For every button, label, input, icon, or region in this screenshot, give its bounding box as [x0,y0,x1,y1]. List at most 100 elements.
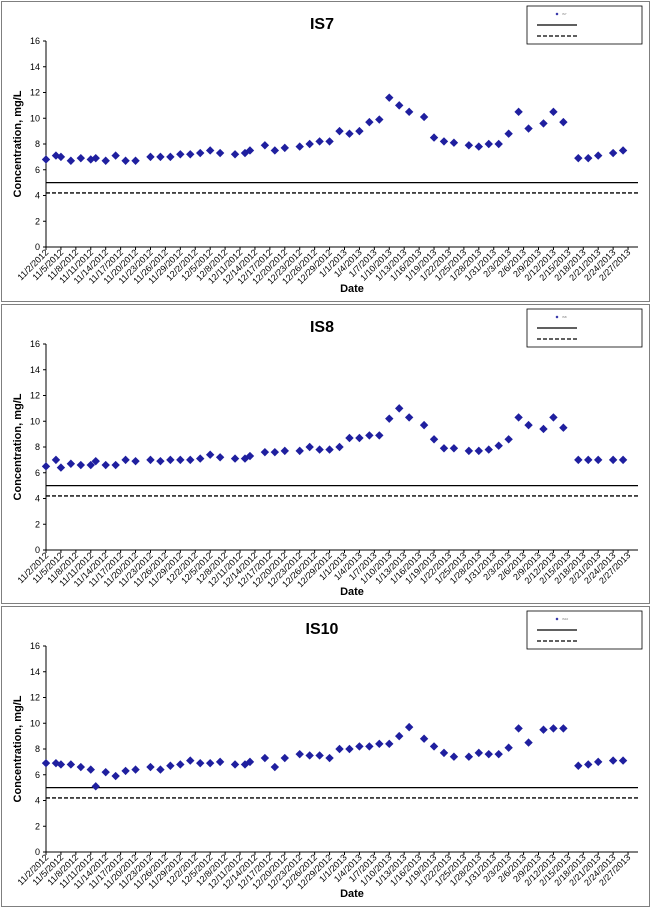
x-axis-label: Date [340,586,364,598]
chart-panel-is7: IS7 0 2 4 6 8 10 12 14 16 11/2/2012 11/5/2012 11/8/2… [1,1,650,302]
data-point [594,455,603,465]
data-point [230,150,240,159]
y-tick-label: 8 [35,442,40,452]
data-point [385,739,394,749]
data-point [91,153,100,163]
legend-label: IS7 [562,12,567,16]
data-point [230,454,240,463]
data-point [484,749,493,759]
data-point [156,456,165,466]
chart-panel-is10: IS10 0 2 4 6 8 10 12 14 16 11/2/2012 11/5/2012 11/8/… [1,606,650,907]
y-tick-label: 2 [35,519,40,529]
data-point [121,766,130,776]
legend-label: IS8 [562,315,567,319]
y-tick-label: 0 [35,242,40,252]
legend: IS7 [526,5,643,45]
data-point [395,731,404,741]
data-point [464,446,474,456]
data-point [91,782,100,791]
data-point [594,757,603,767]
data-point [131,765,140,774]
data-point [196,454,205,463]
y-tick-label: 4 [35,191,40,201]
data-point [594,151,603,160]
legend-label: IS10 [562,617,569,621]
data-point [156,765,165,774]
data-point [375,739,384,749]
x-axis-label: Date [340,283,364,295]
data-point [91,456,100,466]
data-point [539,119,548,128]
data-point [101,460,110,470]
data-point [365,742,374,751]
data-point [584,153,593,163]
x-axis-label: Date [340,888,364,900]
data-point [186,756,195,765]
chart-title: IS7 [310,16,334,33]
data-point [260,141,270,150]
data-point [76,460,86,470]
data-point [280,143,289,153]
data-point [618,146,628,155]
data-point [574,761,583,770]
data-point [186,150,195,159]
chart-is10: IS10024681012141611/2/201211/5/201211/8/… [12,610,643,900]
data-point [111,771,120,781]
y-tick-label: 4 [35,796,40,806]
chart-title: IS8 [310,319,334,336]
data-point [524,124,533,133]
data-point [270,447,280,457]
legend-marker [555,315,559,319]
data-point [325,753,334,763]
chart-title: IS10 [306,621,339,638]
y-tick-label: 16 [30,641,40,651]
data-point [280,446,289,456]
data-point [404,107,414,117]
data-point [449,138,459,147]
data-point [345,744,354,754]
data-point [385,93,394,102]
data-point [484,445,493,454]
data-point [41,155,51,164]
data-point [355,433,364,443]
data-point [280,753,289,763]
data-point [166,152,175,162]
y-tick-label: 16 [30,339,40,349]
y-tick-label: 4 [35,494,40,504]
y-tick-label: 14 [30,62,40,72]
data-point [524,738,533,747]
data-point [205,450,215,459]
data-point [305,442,314,452]
data-point [66,459,76,468]
data-point [86,765,95,774]
y-tick-label: 6 [35,165,40,175]
data-point [215,453,225,462]
data-point [608,756,618,765]
data-point [41,462,51,471]
y-tick-label: 12 [30,88,40,98]
data-point [176,150,185,159]
data-point [584,760,593,769]
data-point [325,445,334,454]
data-point [245,757,255,767]
data-point [474,748,484,758]
data-point [494,749,503,759]
legend: IS10 [526,610,643,650]
data-point [51,455,61,465]
y-tick-label: 12 [30,693,40,703]
data-point [474,446,484,456]
data-point [146,152,155,162]
data-point [608,148,618,158]
chart-panel-is8: IS8 0 2 4 6 8 10 12 14 16 11/2/2012 11/5/2012 11/8/2… [1,304,650,604]
data-point [419,112,429,122]
data-point [429,742,439,751]
data-point [166,761,175,770]
data-point [131,156,140,165]
y-tick-label: 6 [35,468,40,478]
data-point [101,767,110,777]
data-point [205,758,215,768]
data-point [494,139,503,149]
data-point [395,101,404,110]
data-point [76,153,86,163]
data-point [101,156,110,165]
